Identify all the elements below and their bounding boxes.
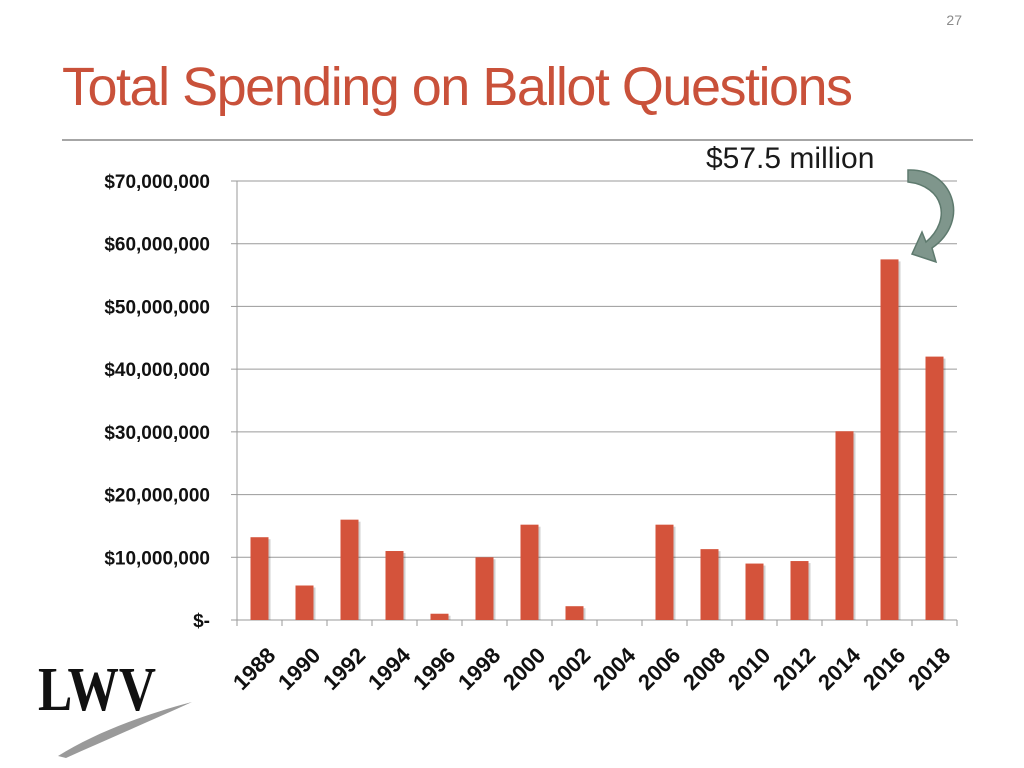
x-tick-label: 2018 <box>903 643 955 695</box>
bar <box>385 551 404 620</box>
y-tick-label: $10,000,000 <box>104 548 210 569</box>
bar <box>925 356 944 620</box>
peak-annotation: $57.5 million <box>706 142 875 175</box>
y-tick-label: $60,000,000 <box>104 235 210 256</box>
logo-text: LWV <box>38 656 156 724</box>
x-tick-label: 2016 <box>858 643 910 695</box>
y-tick-label: $50,000,000 <box>104 297 210 318</box>
x-tick-label: 1996 <box>408 643 460 695</box>
bar <box>475 557 494 620</box>
bar <box>520 524 539 620</box>
x-tick-label: 1998 <box>453 643 505 695</box>
slide-title: Total Spending on Ballot Questions <box>62 57 853 117</box>
bar <box>565 606 584 620</box>
x-tick-label: 1988 <box>228 643 280 695</box>
bar <box>430 613 449 620</box>
slide-number: 27 <box>946 12 962 28</box>
y-tick-label: $40,000,000 <box>104 360 210 381</box>
x-tick-label: 2002 <box>543 643 595 695</box>
lwv-logo-icon: LWV <box>38 656 192 758</box>
bar <box>655 524 674 620</box>
bar <box>340 519 359 620</box>
x-tick-label: 2010 <box>723 643 775 695</box>
x-tick-label: 2012 <box>768 643 820 695</box>
logo-swoosh <box>58 702 192 758</box>
bar <box>880 259 899 620</box>
bar <box>250 537 269 620</box>
bar <box>295 585 314 620</box>
x-tick-label: 2004 <box>588 642 641 695</box>
x-tick-label: 1992 <box>318 643 370 695</box>
y-tick-label: $70,000,000 <box>104 172 210 193</box>
x-tick-label: 1990 <box>273 643 325 695</box>
x-tick-label: 2008 <box>678 643 730 695</box>
title-divider <box>62 139 973 141</box>
curved-arrow-icon <box>907 169 955 264</box>
bar <box>790 561 809 620</box>
bar <box>835 431 854 620</box>
y-tick-label: $20,000,000 <box>104 486 210 507</box>
y-tick-label: $30,000,000 <box>104 423 210 444</box>
bar <box>745 563 764 620</box>
x-tick-label: 2014 <box>813 642 866 695</box>
y-tick-labels: $- $10,000,000 $20,000,000 $30,000,000 $40,0… <box>104 172 210 632</box>
bar <box>700 549 719 620</box>
x-tick-label: 2006 <box>633 643 685 695</box>
x-tick-labels: 1988199019921994199619982000200220042006… <box>228 642 955 695</box>
x-tick-label: 1994 <box>363 642 416 695</box>
x-tick-label: 2000 <box>498 643 550 695</box>
y-tick-label: $- <box>193 611 210 632</box>
bars <box>250 259 946 620</box>
